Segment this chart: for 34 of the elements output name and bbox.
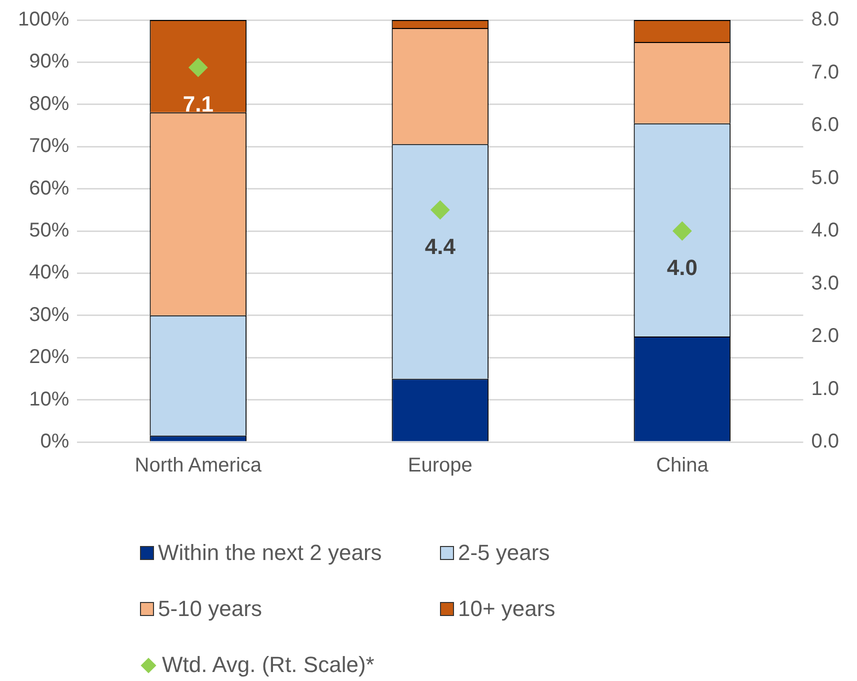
y-tick-label: 70% bbox=[29, 135, 70, 158]
y2-tick-label: 5.0 bbox=[811, 166, 840, 189]
y-tick-label: 80% bbox=[29, 92, 70, 115]
y-tick-label: 0% bbox=[40, 430, 70, 453]
y-tick-label: 40% bbox=[29, 262, 70, 284]
x-tick-label: China bbox=[656, 454, 710, 477]
point bbox=[672, 222, 692, 240]
y2-tick-label: 7.0 bbox=[811, 61, 840, 84]
y-tick-label: 90% bbox=[29, 50, 70, 73]
legend-label: 2-5 years bbox=[458, 540, 550, 566]
legend-label: Within the next 2 years bbox=[158, 540, 382, 566]
legend-label: 5-10 years bbox=[158, 596, 262, 622]
y2-tick-label: 0.0 bbox=[811, 430, 840, 453]
y-tick-label: 10% bbox=[29, 388, 70, 410]
y2-tick-label: 4.0 bbox=[811, 220, 840, 242]
y2-tick-label: 3.0 bbox=[811, 272, 840, 294]
x-tick-label: North America bbox=[134, 454, 262, 477]
point bbox=[430, 200, 450, 220]
legend-label: Wtd. Avg. (Rt. Scale)* bbox=[162, 652, 374, 678]
legend-label: 10+ years bbox=[458, 596, 556, 622]
data-label: 7.1 bbox=[182, 92, 214, 117]
y2-tick-label: 2.0 bbox=[811, 325, 840, 348]
data-label: 4.0 bbox=[666, 255, 698, 280]
y-tick-label: 60% bbox=[29, 177, 70, 200]
y-tick-label: 50% bbox=[29, 220, 70, 242]
y2-tick-label: 1.0 bbox=[811, 378, 840, 400]
y2-tick-label: 8.0 bbox=[811, 8, 840, 31]
y2-tick-label: 6.0 bbox=[811, 114, 840, 136]
y-tick-label: 100% bbox=[18, 8, 70, 31]
point bbox=[188, 58, 208, 77]
y-tick-label: 30% bbox=[29, 304, 70, 326]
x-tick-label: Europe bbox=[408, 454, 472, 477]
data-label: 4.4 bbox=[424, 234, 456, 259]
y-tick-label: 20% bbox=[29, 346, 70, 368]
